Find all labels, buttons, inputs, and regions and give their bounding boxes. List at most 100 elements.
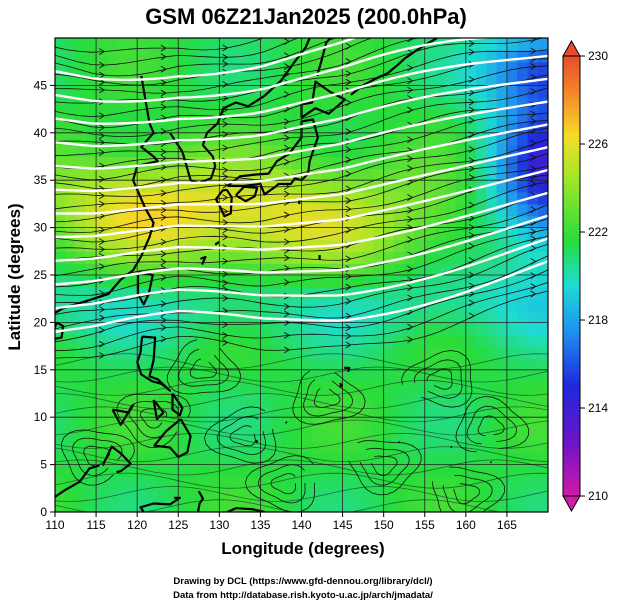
field-cell: [424, 156, 436, 169]
field-cell: [168, 464, 179, 477]
field-cell: [445, 180, 457, 193]
field-cell: [322, 369, 333, 383]
field-cell: [96, 357, 107, 371]
field-cell: [147, 275, 159, 288]
field-cell: [239, 61, 251, 75]
coastline: [214, 188, 233, 218]
field-cell: [147, 381, 159, 395]
field-cell: [424, 322, 436, 335]
field-cell: [250, 49, 261, 63]
field-cell: [239, 405, 251, 418]
field-cell: [301, 381, 313, 395]
field-cell: [445, 381, 457, 395]
field-cell: [55, 275, 66, 288]
field-cell: [517, 203, 529, 217]
field-cell: [393, 322, 405, 335]
field-cell: [198, 464, 210, 477]
field-cell: [322, 310, 333, 323]
streamline: [55, 228, 548, 296]
field-cell: [476, 357, 487, 371]
field-cell: [239, 464, 251, 477]
streamline-arrow: [99, 238, 106, 245]
field-cell: [178, 168, 190, 181]
field-cell: [126, 239, 138, 252]
field-cell: [414, 286, 426, 300]
field-cell: [465, 275, 477, 288]
field-cell: [332, 464, 344, 477]
streamline-arrow: [160, 324, 167, 332]
field-cell: [322, 440, 333, 454]
field-cell: [229, 429, 241, 442]
field-cell: [363, 132, 374, 146]
field-cell: [496, 73, 508, 86]
field-cell: [506, 464, 518, 477]
field-cell: [486, 417, 498, 430]
field-cell: [332, 298, 344, 312]
field-cell: [486, 215, 498, 229]
field-cell: [281, 464, 292, 477]
field-cell: [455, 500, 467, 512]
field-cell: [311, 49, 323, 63]
field-cell: [527, 405, 539, 418]
streamline-arrow: [407, 155, 414, 163]
field-cell: [445, 417, 457, 430]
streamline-arrow: [222, 144, 229, 152]
streamline-arrow: [407, 64, 414, 72]
streamline-arrow: [222, 44, 229, 52]
field-cell: [537, 464, 548, 477]
field-cell: [301, 369, 313, 383]
field-cell: [363, 346, 374, 359]
field-cell: [178, 180, 190, 193]
field-cell: [137, 346, 149, 359]
field-cell: [311, 417, 323, 430]
field-cell: [250, 239, 261, 252]
field-cell: [106, 346, 118, 359]
credit-line-2: Data from http://database.rish.kyoto-u.a…: [173, 590, 433, 601]
field-cell: [383, 405, 395, 418]
field-cell: [281, 405, 292, 418]
field-cell: [96, 180, 107, 193]
field-cell: [281, 192, 292, 205]
field-cell: [465, 121, 477, 134]
field-cell: [537, 38, 548, 51]
field-cell: [250, 488, 261, 501]
field-cell: [383, 500, 395, 512]
field-cell: [537, 203, 548, 217]
field-cell: [260, 298, 272, 312]
field-cell: [178, 192, 190, 205]
field-cell: [393, 156, 405, 169]
field-cell: [198, 381, 210, 395]
x-axis-ticks: 110 115 120 125 130 135 140 145 150 155 160 165: [45, 512, 517, 532]
field-cell: [55, 132, 66, 146]
colorbar-ramp: [562, 55, 581, 497]
field-cell: [393, 109, 405, 122]
field-cell: [301, 322, 313, 335]
field-cell: [281, 215, 292, 229]
field-cell: [147, 85, 159, 98]
field-cell: [342, 476, 354, 489]
field-cell: [168, 38, 179, 51]
field-cell: [209, 38, 220, 51]
field-cell: [506, 121, 518, 134]
streamline-arrow: [345, 312, 352, 320]
field-cell: [75, 97, 87, 110]
field-cell: [260, 180, 272, 193]
field-cell: [291, 310, 303, 323]
field-cell: [106, 97, 118, 110]
field-cell: [239, 369, 251, 383]
field-cell: [506, 452, 518, 466]
field-cell: [476, 393, 487, 406]
coastline: [235, 185, 259, 203]
field-cell: [301, 132, 313, 146]
field-cell: [393, 121, 405, 134]
field-cell: [126, 334, 138, 347]
field-cell: [332, 417, 344, 430]
field-cell: [188, 310, 200, 323]
field-cell: [188, 239, 200, 252]
field-cell: [373, 144, 385, 158]
field-cell: [537, 61, 548, 75]
field-cell: [352, 429, 364, 442]
field-cell: [537, 452, 548, 466]
field-cell: [373, 263, 385, 276]
streamline-arrow: [531, 22, 536, 28]
